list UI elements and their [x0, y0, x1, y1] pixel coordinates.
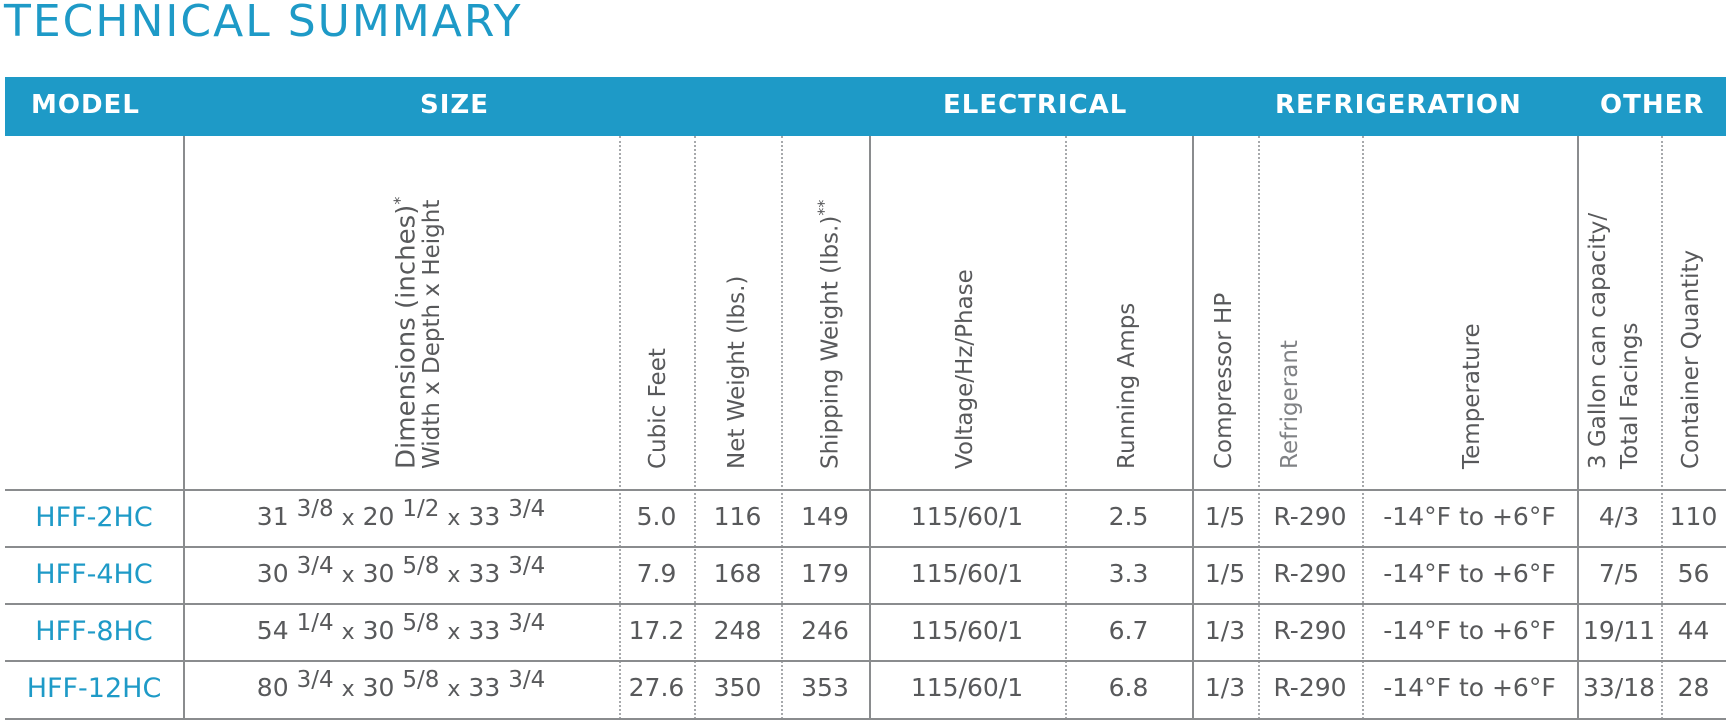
- group-size: SIZE: [420, 90, 490, 120]
- container-quantity-cell: 56: [1677, 559, 1710, 588]
- row-rule: [5, 603, 1726, 605]
- dimensions-footnote-mark: *: [390, 196, 409, 205]
- col-capacity-subhead: Total Facings: [1617, 322, 1643, 469]
- voltage-cell: 115/60/1: [910, 673, 1024, 702]
- temperature-cell: -14°F to +6°F: [1383, 559, 1556, 588]
- group-model: MODEL: [31, 90, 140, 120]
- running-amps-cell: 6.7: [1108, 616, 1149, 645]
- running-amps-cell: 2.5: [1108, 502, 1149, 531]
- compressor-hp-cell: 1/3: [1204, 616, 1246, 645]
- cubic-feet-cell: 17.2: [628, 616, 685, 645]
- column-rule: [869, 136, 871, 719]
- cubic-feet-cell: 7.9: [636, 559, 677, 588]
- compressor-hp-cell: 1/5: [1204, 559, 1246, 588]
- column-rule: [183, 136, 185, 719]
- net-weight-cell: 248: [713, 616, 762, 645]
- dimensions-cell: 30 3/4 x 30 5/8 x 33 3/4: [256, 553, 546, 588]
- dimensions-cell: 54 1/4 x 30 5/8 x 33 3/4: [256, 610, 546, 645]
- col-dimensions-subhead: Width x Depth x Height: [419, 199, 445, 469]
- temperature-cell: -14°F to +6°F: [1383, 616, 1556, 645]
- capacity-cell: 7/5: [1598, 559, 1640, 588]
- col-refrigerant-head: Refrigerant: [1277, 340, 1303, 469]
- refrigerant-cell: R-290: [1273, 559, 1347, 588]
- container-quantity-cell: 28: [1677, 673, 1710, 702]
- column-rule: [1065, 136, 1067, 719]
- model-cell: HFF-8HC: [35, 616, 153, 647]
- model-cell: HFF-2HC: [35, 502, 153, 533]
- row-rule: [5, 546, 1726, 548]
- column-rule: [781, 136, 783, 719]
- col-net-weight-head: Net Weight (lbs.): [724, 275, 750, 469]
- col-capacity-head: 3 Gallon can capacity/: [1585, 212, 1611, 469]
- capacity-cell: 4/3: [1598, 502, 1640, 531]
- voltage-cell: 115/60/1: [910, 559, 1024, 588]
- refrigerant-cell: R-290: [1273, 502, 1347, 531]
- col-shipping-weight-head: Shipping Weight (lbs.)**: [809, 200, 846, 469]
- cubic-feet-cell: 5.0: [636, 502, 677, 531]
- running-amps-cell: 3.3: [1108, 559, 1149, 588]
- col-voltage-head: Voltage/Hz/Phase: [952, 269, 978, 469]
- shipping-weight-cell: 179: [801, 559, 849, 588]
- col-compressor-hp-head: Compressor HP: [1211, 292, 1237, 469]
- shipping-weight-label: Shipping Weight (lbs.): [817, 215, 844, 469]
- column-rule: [1258, 136, 1260, 719]
- compressor-hp-cell: 1/3: [1204, 673, 1246, 702]
- temperature-cell: -14°F to +6°F: [1383, 673, 1556, 702]
- group-electrical: ELECTRICAL: [943, 90, 1128, 120]
- model-cell: HFF-4HC: [35, 559, 153, 590]
- net-weight-cell: 116: [713, 502, 762, 531]
- dimensions-cell: 80 3/4 x 30 5/8 x 33 3/4: [256, 667, 546, 702]
- shipping-weight-cell: 149: [801, 502, 849, 531]
- shipping-weight-footnote-mark: **: [814, 199, 833, 216]
- col-temperature-head: Temperature: [1459, 323, 1485, 469]
- column-rule: [619, 136, 621, 719]
- dimensions-cell: 31 3/8 x 20 1/2 x 33 3/4: [256, 496, 546, 531]
- row-rule: [5, 660, 1726, 662]
- group-refrigeration: REFRIGERATION: [1275, 90, 1522, 120]
- column-rule: [1661, 136, 1663, 719]
- refrigerant-cell: R-290: [1273, 673, 1347, 702]
- temperature-cell: -14°F to +6°F: [1383, 502, 1556, 531]
- column-rule: [694, 136, 696, 719]
- running-amps-cell: 6.8: [1108, 673, 1149, 702]
- group-other: OTHER: [1600, 90, 1705, 120]
- column-rule: [1192, 136, 1194, 719]
- refrigerant-cell: R-290: [1273, 616, 1347, 645]
- column-rule: [1362, 136, 1364, 719]
- technical-summary-table: MODEL SIZE ELECTRICAL REFRIGERATION OTHE…: [5, 77, 1726, 722]
- compressor-hp-cell: 1/5: [1204, 502, 1246, 531]
- page-title: TECHNICAL SUMMARY: [4, 0, 523, 47]
- capacity-cell: 33/18: [1582, 673, 1656, 702]
- col-running-amps-head: Running Amps: [1114, 302, 1140, 469]
- voltage-cell: 115/60/1: [910, 502, 1024, 531]
- shipping-weight-cell: 246: [801, 616, 849, 645]
- group-header-band: MODEL SIZE ELECTRICAL REFRIGERATION OTHE…: [5, 77, 1726, 136]
- net-weight-cell: 168: [713, 559, 762, 588]
- row-rule: [5, 718, 1726, 720]
- row-rule: [5, 489, 1726, 491]
- shipping-weight-cell: 353: [801, 673, 849, 702]
- net-weight-cell: 350: [713, 673, 762, 702]
- col-container-quantity-head: Container Quantity: [1678, 249, 1704, 469]
- container-quantity-cell: 44: [1677, 616, 1710, 645]
- capacity-cell: 19/11: [1582, 616, 1656, 645]
- col-cubic-feet-head: Cubic Feet: [645, 348, 671, 469]
- column-rule: [1577, 136, 1579, 719]
- voltage-cell: 115/60/1: [910, 616, 1024, 645]
- cubic-feet-cell: 27.6: [628, 673, 685, 702]
- container-quantity-cell: 110: [1669, 502, 1718, 531]
- model-cell: HFF-12HC: [26, 673, 162, 704]
